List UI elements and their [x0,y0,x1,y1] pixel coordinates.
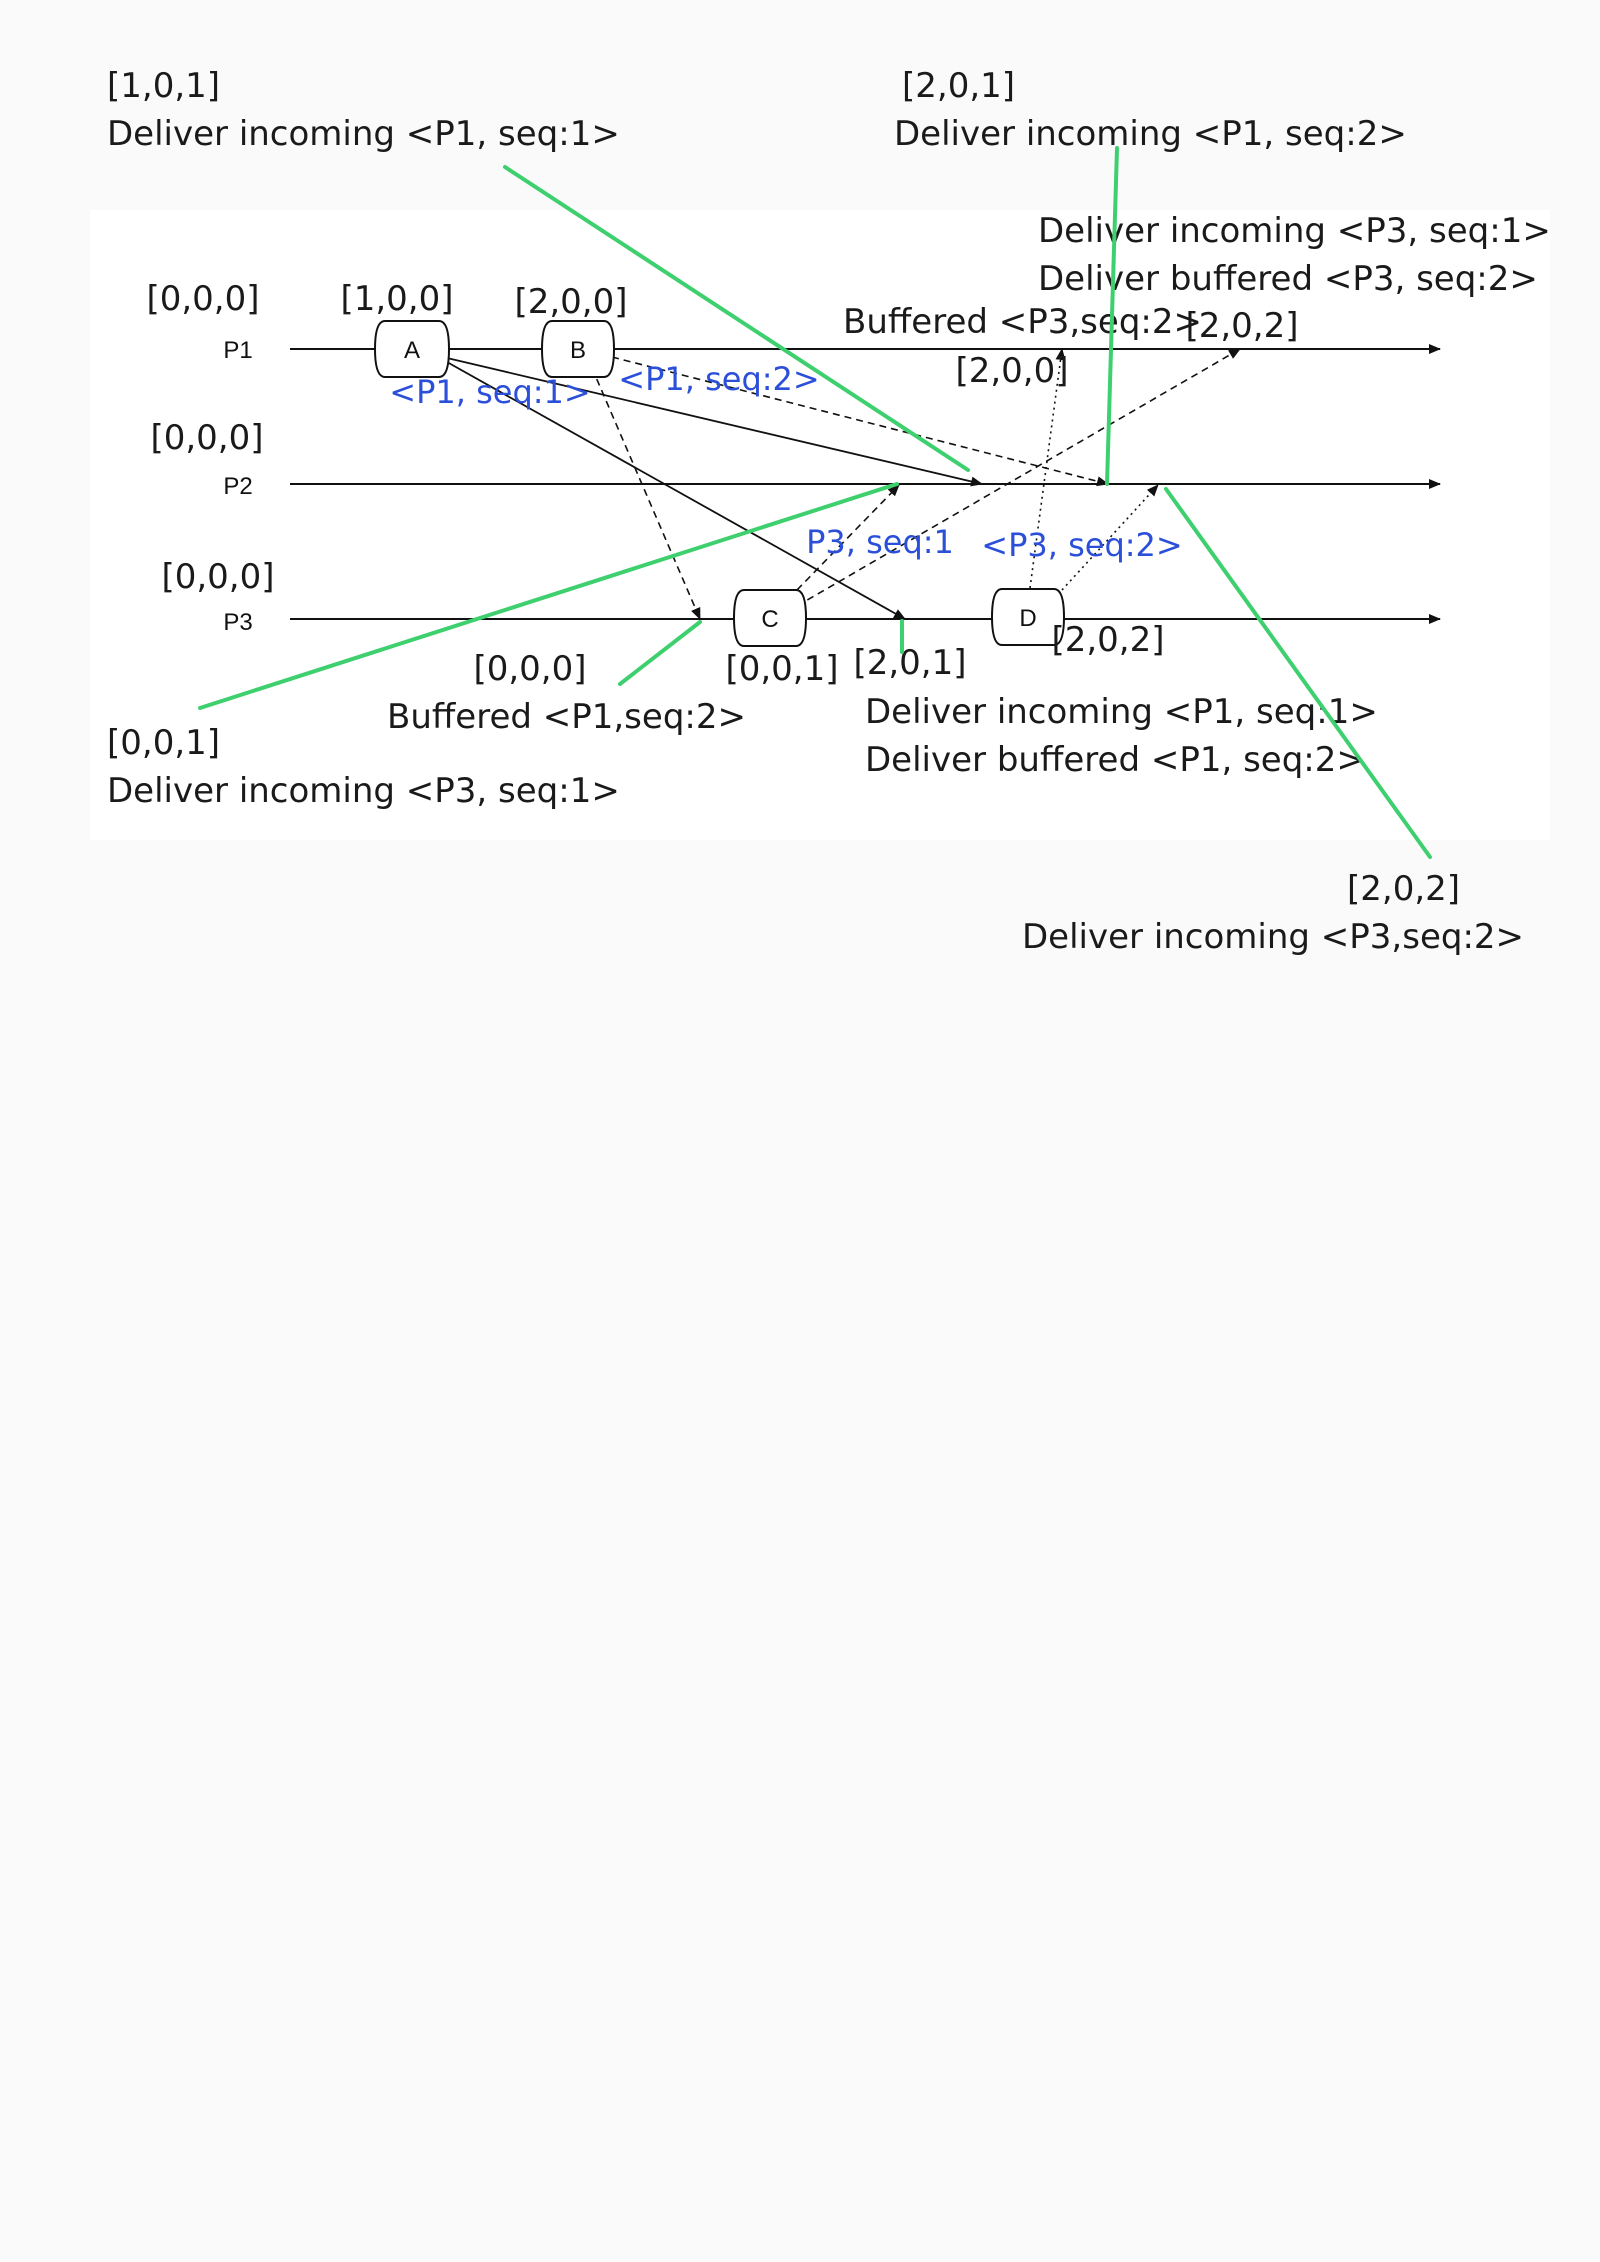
leader-p3-buffered [618,620,702,686]
process-label-p2: P2 [223,473,252,500]
top-right-text: Deliver incoming <P1, seq:2> [894,114,1407,154]
p1-deliver-line2: Deliver buffered <P3, seq:2> [1038,259,1538,299]
message-arrow-d-to-p1 [1029,348,1066,589]
event-b: B [540,320,616,378]
message-arrow-a-to-p2 [446,357,983,487]
message-label-p1-seq1: <P1, seq:1> [389,373,590,411]
message-label-p3-seq1: P3, seq:1 [806,523,954,561]
p3-deliver-line2: Deliver buffered <P1, seq:2> [865,740,1365,780]
bottom-right-text: Deliver incoming <P3,seq:2> [1022,917,1524,957]
event-b-label: B [570,337,586,364]
p1-initial-clock: [0,0,0] [146,279,259,319]
p1-receive-clock-second: [2,0,2] [1185,306,1298,346]
p3-buffer-clock: [0,0,0] [473,649,586,689]
message-label-p3-seq2: <P3, seq:2> [981,526,1182,564]
event-d-label: D [1019,605,1036,632]
message-arrow-c-to-p2 [796,484,900,591]
event-c-clock: [0,0,1] [725,649,838,689]
p1-receive-clock-first: [2,0,0] [955,351,1068,391]
process-label-p3: P3 [223,609,252,636]
leader-lines [198,146,1432,859]
event-a-clock: [1,0,0] [340,279,453,319]
top-left-clock: [1,0,1] [107,66,220,106]
message-arrow-c-to-p1 [796,348,1241,607]
leader-bottom-left [198,482,899,710]
event-a-label: A [404,337,420,364]
p1-deliver-line1: Deliver incoming <P3, seq:1> [1038,211,1551,251]
leader-bottom-right [1164,487,1432,859]
event-c-label: C [761,606,778,633]
p3-initial-clock: [0,0,0] [161,557,274,597]
p1-buffered-label: Buffered <P3,seq:2> [843,302,1202,342]
message-label-p1-seq2: <P1, seq:2> [618,360,819,398]
event-a: A [373,320,451,378]
p2-initial-clock: [0,0,0] [150,418,263,458]
bottom-left-clock: [0,0,1] [107,723,220,763]
message-arrow-b-to-p2 [611,356,1109,487]
top-left-text: Deliver incoming <P1, seq:1> [107,114,620,154]
event-d-clock: [2,0,2] [1051,620,1164,660]
message-arrow-a-to-p3 [446,361,906,620]
event-d: D [990,588,1066,646]
p3-buffered-label: Buffered <P1,seq:2> [387,697,746,737]
bottom-left-text: Deliver incoming <P3, seq:1> [107,771,620,811]
p3-receive-clock: [2,0,1] [853,643,966,683]
p3-deliver-line1: Deliver incoming <P1, seq:1> [865,692,1378,732]
leader-top-left [503,165,970,472]
process-label-p1: P1 [223,337,252,364]
event-b-clock: [2,0,0] [514,282,627,322]
figure-panel [90,210,1550,840]
bottom-right-clock: [2,0,2] [1347,869,1460,909]
top-right-clock: [2,0,1] [902,66,1015,106]
message-arrow-b-to-p3 [591,367,701,620]
leader-top-right [1105,146,1119,486]
event-c: C [732,589,808,647]
